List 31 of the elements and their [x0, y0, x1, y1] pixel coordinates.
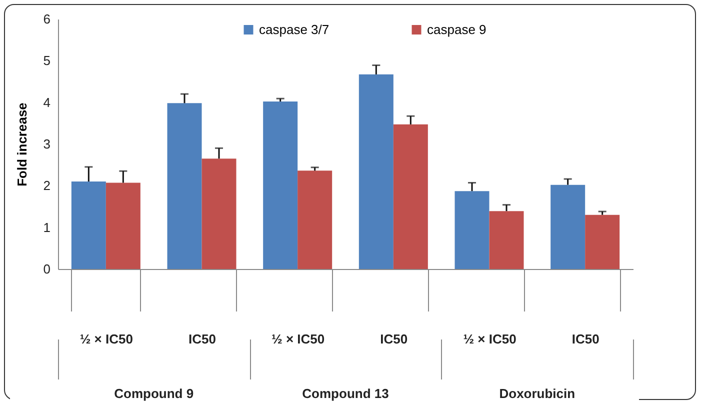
bar [167, 103, 202, 269]
y-tick-label: 2 [43, 178, 50, 194]
bar [202, 158, 236, 269]
bar [358, 74, 394, 269]
y-axis-title: Fold increase [14, 102, 30, 186]
x-tick-label: IC50 [188, 332, 216, 346]
y-tick-label: 3 [43, 136, 50, 152]
x-tick-label: ½ × IC50 [80, 332, 133, 346]
y-tick-label: 1 [43, 220, 50, 235]
bar [71, 182, 106, 269]
y-tick-label: 6 [43, 12, 50, 26]
bar [550, 184, 586, 269]
bar [585, 214, 620, 269]
x-tick-label: ½ × IC50 [463, 332, 516, 346]
x-tick-label: IC50 [380, 332, 408, 346]
text: Compound 13 [302, 386, 389, 401]
legend-label: caspase 3/7 [259, 22, 330, 37]
x-tick-label: ½ × IC50 [272, 332, 325, 346]
bar [393, 124, 428, 269]
x-tick-label: IC50 [572, 332, 600, 346]
legend-label: caspase 9 [427, 22, 486, 37]
bar [263, 102, 298, 269]
y-tick-label: 4 [43, 94, 50, 110]
bar [298, 170, 332, 269]
bar [454, 191, 490, 269]
bar [489, 211, 524, 269]
bar [106, 182, 140, 269]
text: Doxorubicin [499, 386, 576, 401]
text: Compound 9 [114, 386, 194, 401]
y-tick-label: 5 [43, 53, 50, 68]
y-tick-label: 0 [43, 262, 50, 276]
